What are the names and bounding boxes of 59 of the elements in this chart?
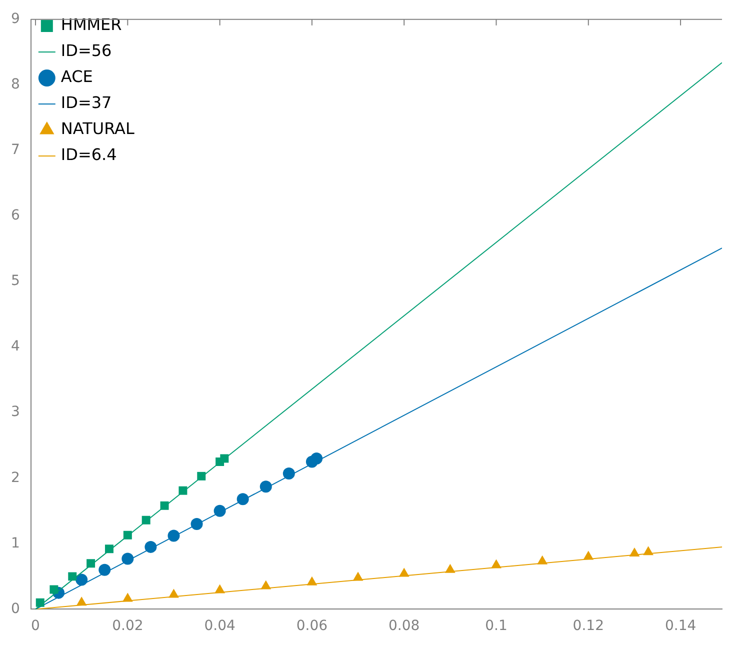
legend-label: ACE — [60, 67, 93, 86]
point — [260, 480, 272, 493]
x-tick-label: 0.04 — [204, 618, 236, 634]
point — [122, 552, 134, 565]
y-tick-label: 3 — [10, 404, 20, 420]
point — [76, 596, 87, 606]
point — [583, 550, 594, 560]
y-tick-label: 1 — [10, 535, 20, 552]
point — [178, 486, 188, 495]
point — [306, 576, 318, 586]
y-tick-label: 9 — [10, 11, 20, 28]
y-tick-label: 5 — [10, 273, 20, 290]
point — [282, 468, 295, 480]
point — [122, 592, 133, 602]
point — [214, 584, 225, 594]
point — [444, 564, 456, 573]
point — [142, 516, 150, 524]
point — [643, 546, 654, 556]
x-tick-label: 0.08 — [388, 618, 420, 634]
y-tick-label: 2 — [10, 470, 20, 486]
y-tick-label: 6 — [10, 208, 20, 224]
point — [537, 555, 548, 564]
point — [123, 530, 132, 540]
x-tick-label: 0.12 — [572, 618, 604, 634]
point — [352, 572, 364, 581]
legend-label: ID=56 — [60, 41, 112, 60]
point — [310, 452, 323, 464]
x-tick-label: 0.1 — [485, 618, 508, 634]
point — [220, 454, 229, 463]
y-tick-label: 4 — [10, 338, 20, 355]
point — [214, 504, 226, 517]
point — [197, 472, 206, 480]
point — [86, 559, 96, 568]
x-tick-label: 0.02 — [112, 618, 144, 634]
point — [68, 572, 77, 581]
x-tick-label: 0 — [31, 618, 40, 634]
point — [491, 559, 502, 568]
point — [168, 530, 180, 542]
legend-label: ID=6.4 — [60, 145, 117, 164]
legend-label: NATURAL — [60, 119, 134, 138]
point — [50, 585, 58, 594]
point — [168, 588, 179, 598]
point — [104, 544, 114, 554]
legend-label: ID=37 — [60, 93, 112, 112]
x-tick-label: 0.06 — [296, 618, 328, 634]
point — [260, 580, 272, 590]
point — [144, 540, 157, 553]
point — [398, 568, 410, 577]
point — [190, 518, 203, 530]
point — [76, 574, 88, 586]
point — [236, 493, 249, 506]
y-tick-label: 0 — [10, 600, 20, 617]
point — [36, 598, 44, 607]
point — [629, 547, 640, 556]
point — [160, 501, 169, 510]
y-tick-label: 7 — [10, 142, 20, 158]
y-tick-label: 8 — [10, 76, 20, 93]
point — [98, 564, 111, 576]
x-tick-label: 0.14 — [664, 618, 696, 634]
